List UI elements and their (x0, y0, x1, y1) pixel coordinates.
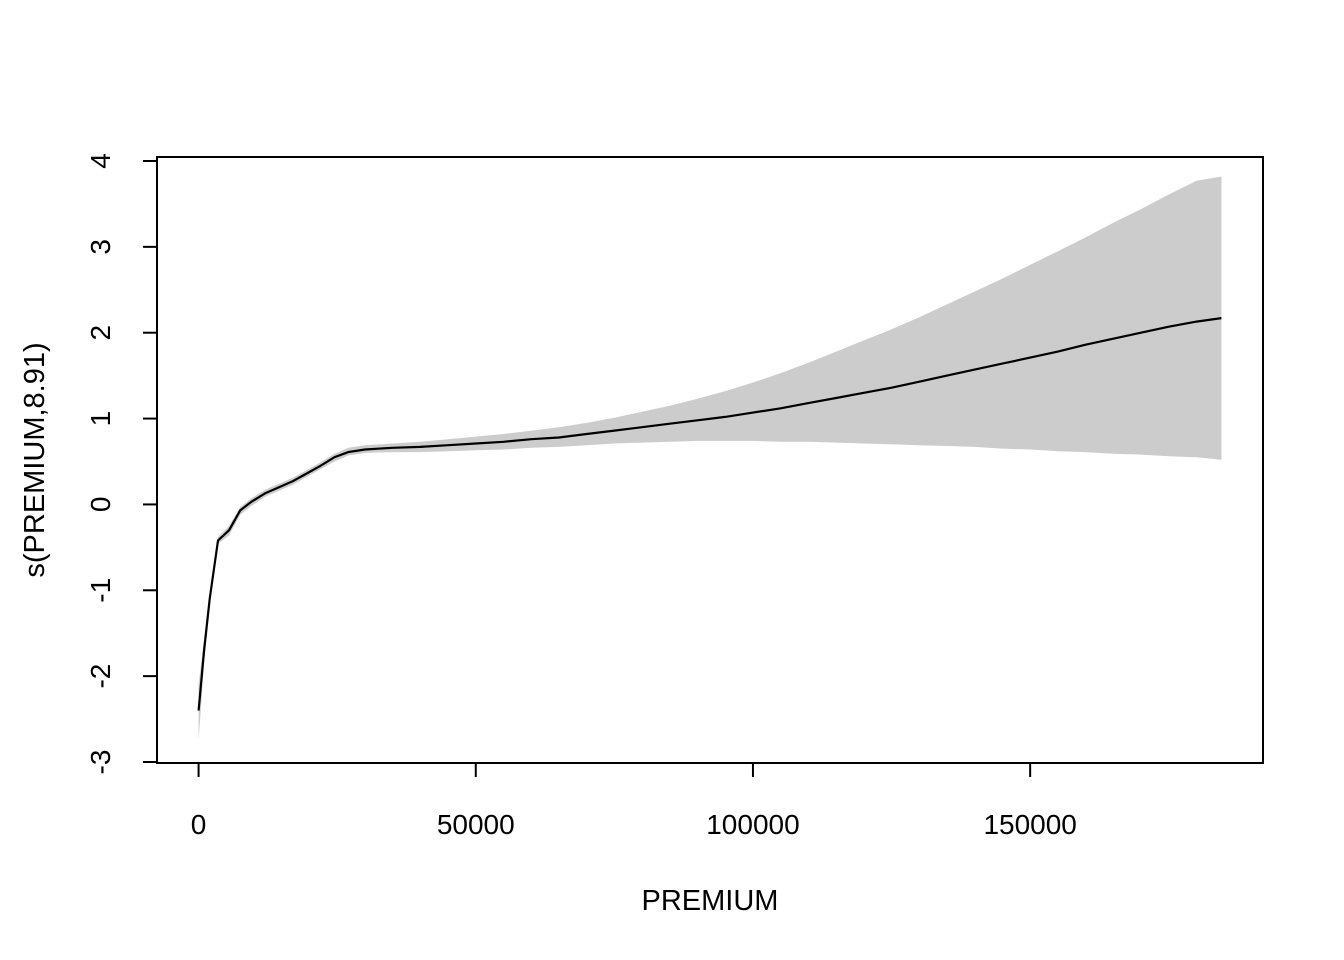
x-tick-label: 100000 (706, 809, 799, 840)
y-tick-label: -3 (85, 750, 116, 775)
y-tick-label: 2 (85, 325, 116, 341)
y-tick-label: 0 (85, 497, 116, 513)
x-tick-label: 0 (191, 809, 207, 840)
x-axis-title: PREMIUM (642, 885, 779, 917)
y-tick-label: -1 (85, 578, 116, 603)
x-tick-label: 150000 (983, 809, 1076, 840)
x-tick-label: 50000 (437, 809, 515, 840)
y-tick-label: 3 (85, 239, 116, 255)
series-line (197, 317, 1222, 711)
confidence-band (198, 176, 1222, 741)
y-tick-label: 1 (85, 411, 116, 427)
y-tick-label: -2 (85, 664, 116, 689)
y-tick-label: 4 (85, 153, 116, 169)
y-axis-title: s(PREMIUM,8.91) (19, 342, 51, 577)
